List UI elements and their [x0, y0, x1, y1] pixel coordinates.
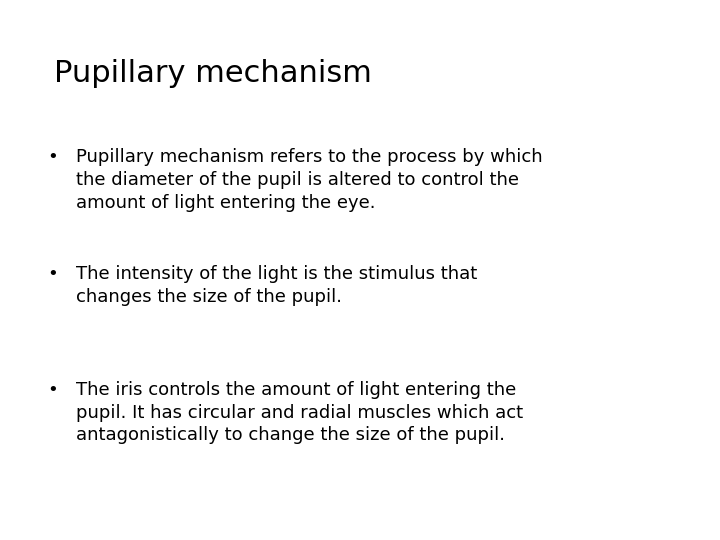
Text: The intensity of the light is the stimulus that
changes the size of the pupil.: The intensity of the light is the stimul… [76, 265, 477, 306]
Text: •: • [47, 381, 58, 399]
Text: Pupillary mechanism: Pupillary mechanism [54, 59, 372, 89]
Text: •: • [47, 265, 58, 282]
Text: The iris controls the amount of light entering the
pupil. It has circular and ra: The iris controls the amount of light en… [76, 381, 523, 444]
Text: •: • [47, 148, 58, 166]
Text: Pupillary mechanism refers to the process by which
the diameter of the pupil is : Pupillary mechanism refers to the proces… [76, 148, 542, 212]
